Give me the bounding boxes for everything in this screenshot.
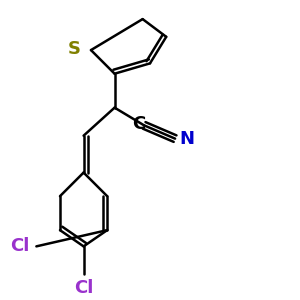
Text: S: S	[68, 40, 81, 58]
Text: Cl: Cl	[74, 279, 93, 297]
Text: Cl: Cl	[11, 237, 30, 255]
Text: C: C	[132, 115, 146, 133]
Text: N: N	[179, 130, 194, 148]
